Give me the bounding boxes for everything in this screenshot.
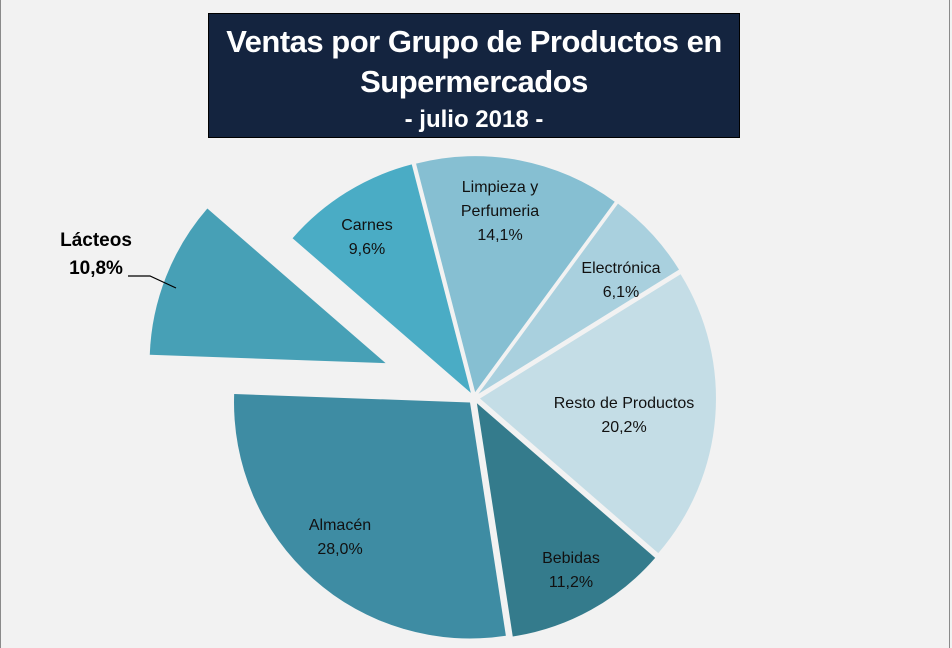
pie-slice-resto-de-productos	[479, 274, 716, 554]
data-label-value: 10,8%	[69, 258, 123, 279]
data-label-name: Almacén	[309, 517, 371, 534]
data-label-name: Lácteos	[60, 230, 132, 251]
data-label-name: Electrónica	[581, 260, 660, 277]
leader-line	[128, 275, 177, 289]
data-label-name: Carnes	[341, 217, 393, 234]
chart-subtitle: - julio 2018 -	[404, 106, 544, 133]
data-label-value: 14,1%	[477, 227, 522, 244]
data-label-value: 11,2%	[549, 574, 593, 591]
pie-slice-lacteos	[149, 208, 386, 364]
pie-slice-electronica	[478, 203, 680, 394]
pie-slice-carnes	[292, 164, 471, 393]
chart-title-box: Ventas por Grupo de Productos en Superme…	[208, 13, 740, 138]
pie-slice-limpieza-y-perfumeria	[416, 156, 615, 393]
chart-title: Ventas por Grupo de Productos en Superme…	[226, 24, 722, 99]
data-label-name: Resto de Productos	[554, 395, 695, 412]
data-label-name: Limpieza y	[462, 179, 538, 196]
data-label-value: 6,1%	[603, 284, 639, 301]
pie-slice-bebidas	[476, 403, 656, 637]
pie-slice-almacen	[234, 393, 506, 639]
data-label-value: 9,6%	[349, 241, 385, 258]
data-label-name: Bebidas	[542, 550, 600, 567]
data-label-value: 20,2%	[601, 419, 646, 436]
data-label-value: 28,0%	[317, 541, 362, 558]
data-label-name: Perfumeria	[461, 203, 539, 220]
